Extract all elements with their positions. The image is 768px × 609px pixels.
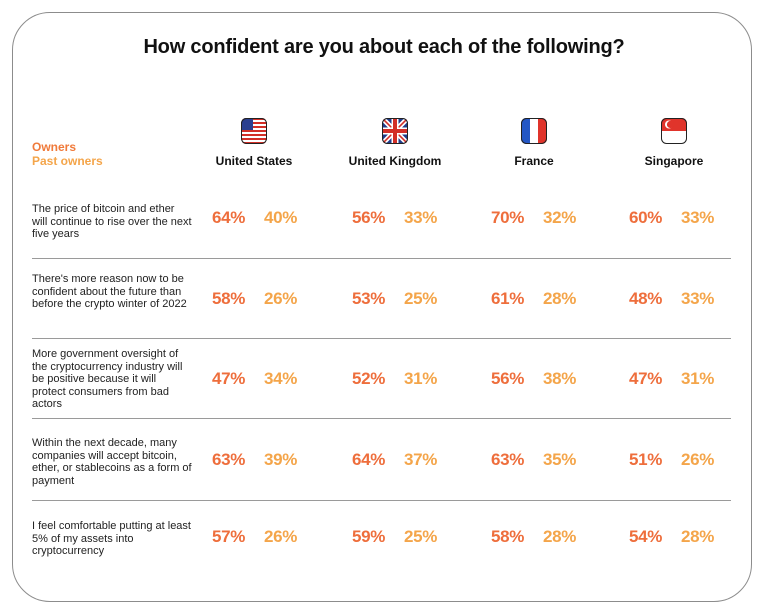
value-owners: 47% [629,369,663,388]
country-name: United Kingdom [348,154,442,168]
legend-owners: Owners [32,140,77,154]
uk-flag-icon [382,118,408,144]
value-past-owners: 39% [264,450,298,469]
country-name: France [514,154,554,168]
value-past-owners: 37% [404,450,438,469]
value-owners: 47% [212,369,246,388]
row-label: Within the next decade, many companies w… [32,437,192,487]
value-owners: 63% [212,450,246,469]
value-past-owners: 32% [543,208,577,227]
value-owners: 59% [352,527,386,546]
value-owners: 58% [212,289,246,308]
value-owners: 56% [491,369,525,388]
country-name: United States [215,154,293,168]
row-divider [32,418,731,419]
value-owners: 64% [212,208,246,227]
value-past-owners: 26% [264,527,298,546]
row-label: More government oversight of the cryptoc… [32,348,183,410]
value-past-owners: 33% [404,208,438,227]
value-past-owners: 26% [681,450,715,469]
row-label: I feel comfortable putting at least 5% o… [32,520,191,557]
row-label: The price of bitcoin and ether will cont… [32,203,192,240]
singapore-flag-icon [661,118,687,144]
country-header-singapore: Singapore [604,118,744,168]
country-header-us: United States [184,118,324,168]
value-owners: 51% [629,450,663,469]
country-name: Singapore [644,154,704,168]
us-flag-icon [241,118,267,144]
value-owners: 70% [491,208,525,227]
row-label: There's more reason now to be confident … [32,273,187,310]
card-frame [12,12,752,602]
legend: Owners Past owners [32,140,103,168]
value-owners: 60% [629,208,663,227]
value-owners: 53% [352,289,386,308]
row-divider [32,338,731,339]
value-owners: 56% [352,208,386,227]
value-past-owners: 33% [681,289,715,308]
value-past-owners: 31% [681,369,715,388]
legend-past-owners: Past owners [32,154,103,168]
value-owners: 48% [629,289,663,308]
value-past-owners: 35% [543,450,577,469]
value-past-owners: 25% [404,527,438,546]
value-past-owners: 31% [404,369,438,388]
value-owners: 63% [491,450,525,469]
value-past-owners: 34% [264,369,298,388]
row-divider [32,500,731,501]
value-past-owners: 28% [681,527,715,546]
value-past-owners: 40% [264,208,298,227]
chart-title: How confident are you about each of the … [143,36,625,58]
france-flag-icon [521,118,547,144]
value-past-owners: 26% [264,289,298,308]
country-header-france: France [464,118,604,168]
country-header-uk: United Kingdom [325,118,465,168]
value-owners: 64% [352,450,386,469]
row-divider [32,258,731,259]
value-owners: 58% [491,527,525,546]
value-past-owners: 25% [404,289,438,308]
value-past-owners: 33% [681,208,715,227]
value-owners: 61% [491,289,525,308]
value-owners: 54% [629,527,663,546]
value-past-owners: 28% [543,527,577,546]
value-past-owners: 28% [543,289,577,308]
value-past-owners: 38% [543,369,577,388]
value-owners: 52% [352,369,386,388]
value-owners: 57% [212,527,246,546]
